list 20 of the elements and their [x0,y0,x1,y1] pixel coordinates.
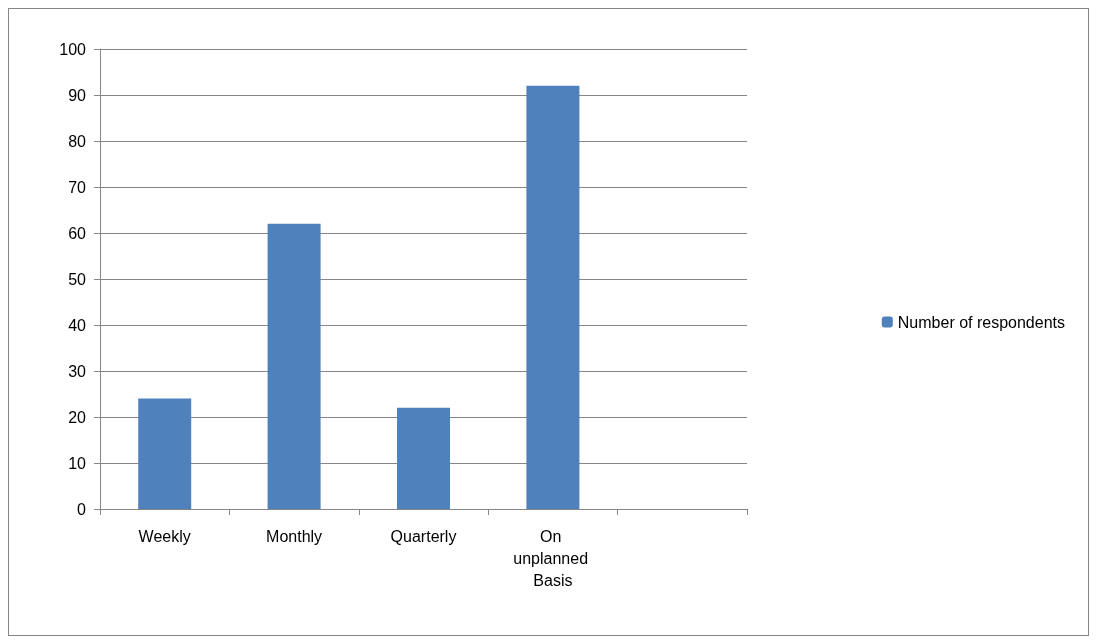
x-tick-label: Weekly [138,527,191,545]
y-tick-label: 80 [68,132,87,150]
bar [397,407,450,509]
y-tick-label: 20 [68,408,87,426]
x-tick-label: Monthly [266,527,323,545]
y-tick-label: 70 [68,178,87,196]
bar [138,398,192,509]
x-tick-label: Quarterly [390,527,457,545]
bar [526,85,580,509]
x-tick-label: On unplanned Basis [513,527,593,589]
y-tick-label: 90 [68,86,87,104]
y-tick-label: 10 [68,454,87,472]
y-tick-label: 100 [59,40,87,58]
y-tick-label: 30 [68,362,87,380]
y-tick-label: 0 [77,500,87,518]
bar [267,223,321,509]
y-tick-label: 50 [68,270,87,288]
legend-label: Number of respondents [897,313,1065,331]
y-tick-label: 60 [68,224,87,242]
y-tick-label: 40 [68,316,87,334]
